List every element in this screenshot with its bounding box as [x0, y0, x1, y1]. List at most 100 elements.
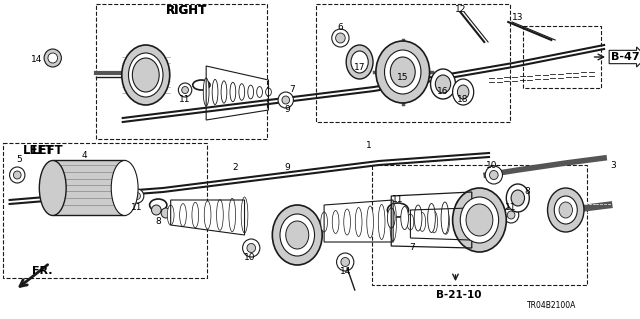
Ellipse shape: [511, 190, 525, 206]
Circle shape: [278, 92, 293, 108]
Ellipse shape: [248, 85, 253, 99]
Text: 10: 10: [244, 254, 255, 263]
Text: 9: 9: [285, 164, 291, 173]
Circle shape: [134, 192, 140, 199]
Circle shape: [247, 243, 255, 253]
Ellipse shape: [452, 79, 474, 105]
Text: 14: 14: [31, 56, 42, 64]
Circle shape: [332, 29, 349, 47]
Text: 13: 13: [512, 13, 524, 23]
Ellipse shape: [355, 207, 362, 236]
Ellipse shape: [390, 203, 397, 241]
Circle shape: [179, 83, 192, 97]
Ellipse shape: [221, 81, 227, 103]
Ellipse shape: [285, 221, 308, 249]
Circle shape: [490, 170, 498, 180]
Ellipse shape: [458, 85, 469, 99]
Ellipse shape: [419, 212, 426, 231]
Ellipse shape: [167, 205, 174, 225]
Ellipse shape: [452, 188, 506, 252]
Text: 2: 2: [232, 164, 237, 173]
Ellipse shape: [435, 75, 451, 93]
Ellipse shape: [239, 84, 244, 100]
Ellipse shape: [407, 214, 414, 230]
Text: B-47: B-47: [611, 52, 639, 62]
Circle shape: [48, 53, 58, 63]
Ellipse shape: [466, 204, 493, 236]
Ellipse shape: [443, 210, 449, 234]
Circle shape: [504, 207, 519, 223]
Circle shape: [243, 239, 260, 257]
Bar: [96, 4, 267, 139]
Ellipse shape: [230, 82, 236, 102]
Ellipse shape: [257, 86, 262, 97]
Circle shape: [485, 166, 502, 184]
Text: 4: 4: [81, 151, 87, 160]
Ellipse shape: [378, 204, 385, 240]
Text: RIGHT: RIGHT: [166, 4, 207, 17]
Ellipse shape: [280, 214, 314, 256]
Ellipse shape: [367, 206, 374, 238]
Ellipse shape: [376, 41, 429, 103]
Ellipse shape: [428, 204, 435, 233]
Ellipse shape: [216, 200, 223, 230]
Ellipse shape: [390, 57, 415, 87]
Ellipse shape: [554, 196, 577, 224]
Ellipse shape: [441, 202, 449, 234]
Ellipse shape: [204, 78, 209, 106]
Ellipse shape: [467, 207, 473, 237]
Text: 8: 8: [525, 188, 531, 197]
Ellipse shape: [39, 160, 66, 216]
Ellipse shape: [431, 211, 438, 233]
Bar: [523, 26, 601, 88]
Ellipse shape: [559, 202, 572, 218]
Text: 11: 11: [179, 95, 191, 105]
Circle shape: [131, 189, 144, 203]
Circle shape: [44, 49, 61, 67]
Bar: [316, 4, 510, 122]
Ellipse shape: [241, 197, 248, 233]
Text: LEFT: LEFT: [22, 144, 54, 157]
Text: 14: 14: [339, 268, 351, 277]
Bar: [3, 143, 207, 278]
Ellipse shape: [351, 51, 368, 73]
Text: 12: 12: [454, 5, 466, 14]
Ellipse shape: [401, 206, 408, 229]
Ellipse shape: [454, 201, 462, 235]
Circle shape: [508, 211, 515, 219]
Text: 7: 7: [410, 243, 415, 253]
Text: 16: 16: [437, 86, 449, 95]
Text: 10: 10: [486, 160, 498, 169]
Text: 1: 1: [366, 140, 372, 150]
Circle shape: [10, 167, 25, 183]
Text: TR04B2100A: TR04B2100A: [527, 301, 576, 310]
Text: 3: 3: [610, 160, 616, 169]
Ellipse shape: [431, 69, 456, 99]
Circle shape: [13, 171, 21, 179]
Text: RIGHT: RIGHT: [166, 4, 207, 17]
Ellipse shape: [321, 212, 328, 232]
Ellipse shape: [460, 197, 499, 243]
Ellipse shape: [111, 160, 138, 216]
Ellipse shape: [122, 45, 170, 105]
Text: 7: 7: [289, 85, 295, 93]
Text: B-21-10: B-21-10: [436, 290, 481, 300]
Ellipse shape: [132, 58, 159, 92]
Ellipse shape: [346, 45, 373, 79]
Text: 5: 5: [16, 155, 22, 165]
Ellipse shape: [129, 53, 163, 97]
Circle shape: [182, 86, 188, 93]
Circle shape: [341, 257, 349, 266]
Text: 11: 11: [506, 204, 517, 212]
Text: 15: 15: [397, 73, 408, 83]
Ellipse shape: [204, 201, 211, 229]
Text: 8: 8: [156, 218, 161, 226]
Ellipse shape: [385, 50, 421, 94]
Ellipse shape: [548, 188, 584, 232]
Ellipse shape: [273, 205, 322, 265]
Ellipse shape: [332, 211, 339, 234]
Ellipse shape: [414, 205, 422, 231]
Circle shape: [337, 253, 354, 271]
Text: 18: 18: [458, 95, 469, 105]
Polygon shape: [52, 160, 125, 215]
